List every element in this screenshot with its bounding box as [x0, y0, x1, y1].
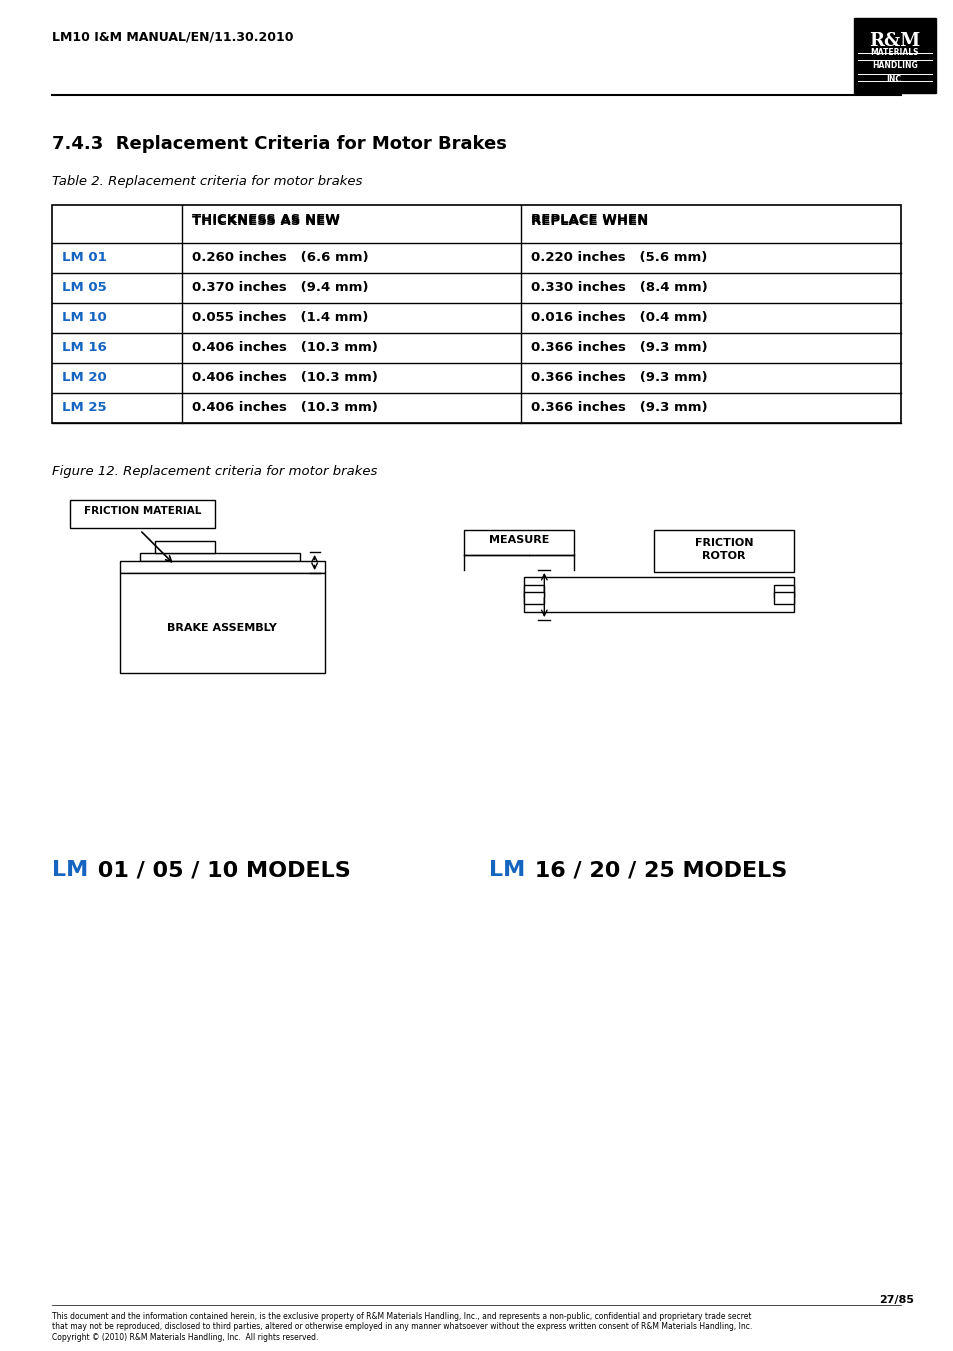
Bar — [654, 530, 793, 571]
Text: FRICTION: FRICTION — [694, 538, 753, 549]
Text: R&M: R&M — [868, 32, 920, 50]
Bar — [524, 577, 793, 612]
Text: LM 01: LM 01 — [62, 251, 107, 263]
Text: INC.: INC. — [885, 76, 902, 84]
Bar — [51, 205, 900, 423]
Text: MATERIALS: MATERIALS — [870, 49, 918, 57]
Text: 0.220 inches   (5.6 mm): 0.220 inches (5.6 mm) — [531, 251, 707, 263]
Text: 01 / 05 / 10 MODELS: 01 / 05 / 10 MODELS — [90, 861, 351, 880]
Text: ROTOR: ROTOR — [701, 551, 745, 561]
Text: 0.366 inches   (9.3 mm): 0.366 inches (9.3 mm) — [531, 401, 707, 413]
Text: REPLACE WHEN: REPLACE WHEN — [531, 213, 648, 226]
Text: LM: LM — [489, 861, 525, 880]
Bar — [464, 530, 574, 555]
Text: 0.366 inches   (9.3 mm): 0.366 inches (9.3 mm) — [531, 340, 707, 354]
Text: 7.4.3  Replacement Criteria for Motor Brakes: 7.4.3 Replacement Criteria for Motor Bra… — [51, 135, 506, 153]
Text: HANDLING: HANDLING — [871, 61, 917, 70]
Bar — [524, 585, 544, 597]
Text: Figure 12. Replacement criteria for motor brakes: Figure 12. Replacement criteria for moto… — [51, 465, 377, 478]
Bar — [773, 585, 793, 597]
Text: THICKNESS AS NEW: THICKNESS AS NEW — [192, 213, 339, 226]
Text: LM10 I&M MANUAL/EN/11.30.2010: LM10 I&M MANUAL/EN/11.30.2010 — [51, 30, 294, 43]
Bar — [773, 592, 793, 604]
Text: 0.406 inches   (10.3 mm): 0.406 inches (10.3 mm) — [192, 372, 377, 384]
Bar — [120, 573, 324, 673]
Text: 0.406 inches   (10.3 mm): 0.406 inches (10.3 mm) — [192, 401, 377, 413]
Text: 0.406 inches   (10.3 mm): 0.406 inches (10.3 mm) — [192, 340, 377, 354]
Text: 0.370 inches   (9.4 mm): 0.370 inches (9.4 mm) — [192, 281, 368, 295]
Text: LM 05: LM 05 — [62, 281, 107, 295]
Bar — [524, 592, 544, 604]
Text: LM 16: LM 16 — [62, 340, 107, 354]
Bar — [70, 500, 214, 528]
Text: 16 / 20 / 25 MODELS: 16 / 20 / 25 MODELS — [527, 861, 787, 880]
Bar — [154, 540, 214, 553]
Text: Table 2. Replacement criteria for motor brakes: Table 2. Replacement criteria for motor … — [51, 176, 362, 188]
Text: 0.016 inches   (0.4 mm): 0.016 inches (0.4 mm) — [531, 311, 707, 324]
Text: LM 20: LM 20 — [62, 372, 107, 384]
FancyBboxPatch shape — [853, 18, 935, 93]
Text: 0.366 inches   (9.3 mm): 0.366 inches (9.3 mm) — [531, 372, 707, 384]
Text: This document and the information contained herein, is the exclusive property of: This document and the information contai… — [51, 1312, 751, 1342]
Text: FRICTION MATERIAL: FRICTION MATERIAL — [84, 507, 201, 516]
Text: LM 25: LM 25 — [62, 401, 107, 413]
Bar — [140, 553, 299, 561]
Text: 27/85: 27/85 — [878, 1296, 913, 1305]
Text: BRAKE ASSEMBLY: BRAKE ASSEMBLY — [167, 623, 277, 634]
Text: REPLACE WHEN: REPLACE WHEN — [531, 215, 648, 228]
Text: 0.055 inches   (1.4 mm): 0.055 inches (1.4 mm) — [192, 311, 368, 324]
Text: LM 10: LM 10 — [62, 311, 107, 324]
Text: MEASURE: MEASURE — [489, 535, 549, 544]
Text: 0.330 inches   (8.4 mm): 0.330 inches (8.4 mm) — [531, 281, 707, 295]
Text: THICKNESS AS NEW: THICKNESS AS NEW — [192, 215, 339, 228]
Bar — [120, 561, 324, 573]
Text: 0.260 inches   (6.6 mm): 0.260 inches (6.6 mm) — [192, 251, 368, 263]
Text: LM: LM — [51, 861, 88, 880]
